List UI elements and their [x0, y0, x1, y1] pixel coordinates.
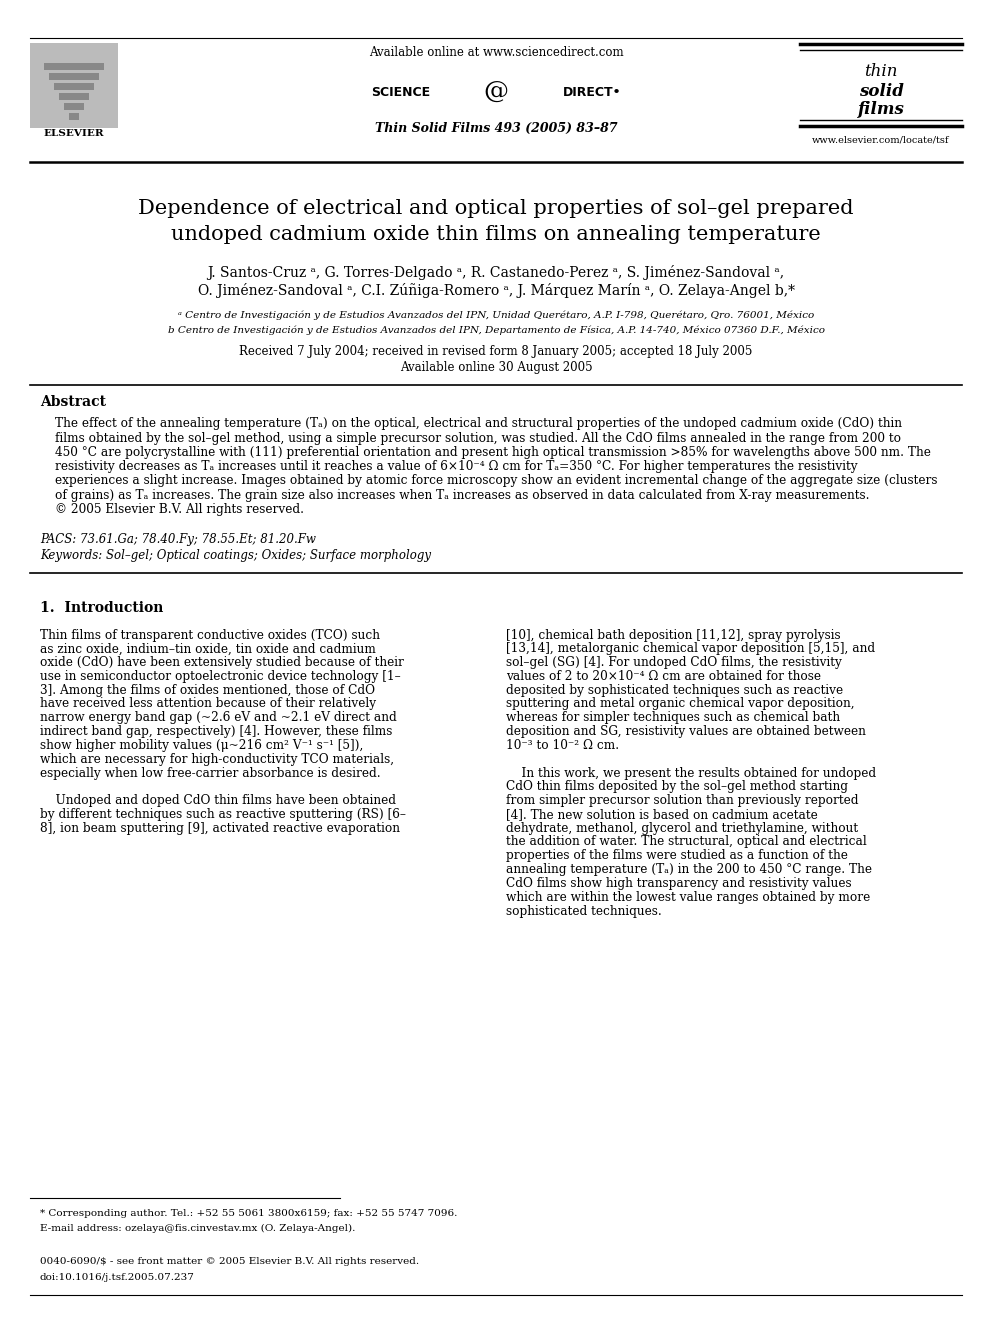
Text: * Corresponding author. Tel.: +52 55 5061 3800x6159; fax: +52 55 5747 7096.: * Corresponding author. Tel.: +52 55 506…: [40, 1208, 457, 1217]
Text: ᵃ Centro de Investigación y de Estudios Avanzados del IPN, Unidad Querétaro, A.P: ᵃ Centro de Investigación y de Estudios …: [178, 311, 814, 320]
Bar: [54, 83, 94, 90]
Text: from simpler precursor solution than previously reported: from simpler precursor solution than pre…: [506, 794, 858, 807]
Text: 0040-6090/$ - see front matter © 2005 Elsevier B.V. All rights reserved.: 0040-6090/$ - see front matter © 2005 El…: [40, 1257, 420, 1266]
Text: SCIENCE: SCIENCE: [371, 86, 430, 98]
Text: experiences a slight increase. Images obtained by atomic force microscopy show a: experiences a slight increase. Images ob…: [55, 475, 937, 487]
Text: [4]. The new solution is based on cadmium acetate: [4]. The new solution is based on cadmiu…: [506, 808, 817, 820]
Text: J. Santos-Cruz ᵃ, G. Torres-Delgado ᵃ, R. Castanedo-Perez ᵃ, S. Jiménez-Sandoval: J. Santos-Cruz ᵃ, G. Torres-Delgado ᵃ, R…: [207, 265, 785, 279]
Text: @: @: [483, 81, 509, 103]
Bar: [64, 103, 84, 110]
Bar: [44, 64, 104, 70]
Text: [13,14], metalorganic chemical vapor deposition [5,15], and: [13,14], metalorganic chemical vapor dep…: [506, 642, 875, 655]
Text: Available online at www.sciencedirect.com: Available online at www.sciencedirect.co…: [369, 45, 623, 58]
Text: Available online 30 August 2005: Available online 30 August 2005: [400, 360, 592, 373]
Text: [10], chemical bath deposition [11,12], spray pyrolysis: [10], chemical bath deposition [11,12], …: [506, 628, 840, 642]
Text: oxide (CdO) have been extensively studied because of their: oxide (CdO) have been extensively studie…: [40, 656, 404, 669]
Text: narrow energy band gap (~2.6 eV and ~2.1 eV direct and: narrow energy band gap (~2.6 eV and ~2.1…: [40, 712, 397, 724]
Text: DIRECT•: DIRECT•: [563, 86, 622, 98]
Text: use in semiconductor optoelectronic device technology [1–: use in semiconductor optoelectronic devi…: [40, 669, 401, 683]
Text: films obtained by the sol–gel method, using a simple precursor solution, was stu: films obtained by the sol–gel method, us…: [55, 431, 901, 445]
Text: sol–gel (SG) [4]. For undoped CdO films, the resistivity: sol–gel (SG) [4]. For undoped CdO films,…: [506, 656, 842, 669]
Text: whereas for simpler techniques such as chemical bath: whereas for simpler techniques such as c…: [506, 712, 840, 724]
Text: sophisticated techniques.: sophisticated techniques.: [506, 905, 662, 917]
Bar: [30, 44, 118, 128]
Text: Dependence of electrical and optical properties of sol–gel prepared: Dependence of electrical and optical pro…: [138, 198, 854, 217]
Text: solid: solid: [858, 82, 904, 99]
Text: which are within the lowest value ranges obtained by more: which are within the lowest value ranges…: [506, 890, 870, 904]
Text: 3]. Among the films of oxides mentioned, those of CdO: 3]. Among the films of oxides mentioned,…: [40, 684, 375, 697]
Text: by different techniques such as reactive sputtering (RS) [6–: by different techniques such as reactive…: [40, 808, 406, 820]
Text: © 2005 Elsevier B.V. All rights reserved.: © 2005 Elsevier B.V. All rights reserved…: [55, 503, 304, 516]
Text: indirect band gap, respectively) [4]. However, these films: indirect band gap, respectively) [4]. Ho…: [40, 725, 393, 738]
Text: 10⁻³ to 10⁻² Ω cm.: 10⁻³ to 10⁻² Ω cm.: [506, 740, 619, 751]
Text: Undoped and doped CdO thin films have been obtained: Undoped and doped CdO thin films have be…: [40, 794, 396, 807]
Text: Thin Solid Films 493 (2005) 83–87: Thin Solid Films 493 (2005) 83–87: [375, 122, 617, 135]
Bar: [49, 73, 99, 79]
Text: especially when low free-carrier absorbance is desired.: especially when low free-carrier absorba…: [40, 766, 381, 779]
Text: Keywords: Sol–gel; Optical coatings; Oxides; Surface morphology: Keywords: Sol–gel; Optical coatings; Oxi…: [40, 549, 431, 561]
Bar: [59, 93, 89, 101]
Text: which are necessary for high-conductivity TCO materials,: which are necessary for high-conductivit…: [40, 753, 394, 766]
Text: www.elsevier.com/locate/tsf: www.elsevier.com/locate/tsf: [812, 135, 949, 144]
Text: E-mail address: ozelaya@fis.cinvestav.mx (O. Zelaya-Angel).: E-mail address: ozelaya@fis.cinvestav.mx…: [40, 1224, 355, 1233]
Text: O. Jiménez-Sandoval ᵃ, C.I. Zúñiga-Romero ᵃ, J. Márquez Marín ᵃ, O. Zelaya-Angel: O. Jiménez-Sandoval ᵃ, C.I. Zúñiga-Romer…: [197, 283, 795, 298]
Text: deposited by sophisticated techniques such as reactive: deposited by sophisticated techniques su…: [506, 684, 843, 697]
Text: PACS: 73.61.Ga; 78.40.Fy; 78.55.Et; 81.20.Fw: PACS: 73.61.Ga; 78.40.Fy; 78.55.Et; 81.2…: [40, 533, 315, 546]
Text: values of 2 to 20×10⁻⁴ Ω cm are obtained for those: values of 2 to 20×10⁻⁴ Ω cm are obtained…: [506, 669, 821, 683]
Text: resistivity decreases as Tₐ increases until it reaches a value of 6×10⁻⁴ Ω cm fo: resistivity decreases as Tₐ increases un…: [55, 460, 858, 474]
Text: dehydrate, methanol, glycerol and triethylamine, without: dehydrate, methanol, glycerol and trieth…: [506, 822, 858, 835]
Text: of grains) as Tₐ increases. The grain size also increases when Tₐ increases as o: of grains) as Tₐ increases. The grain si…: [55, 488, 870, 501]
Text: Received 7 July 2004; received in revised form 8 January 2005; accepted 18 July : Received 7 July 2004; received in revise…: [239, 345, 753, 359]
Text: CdO films show high transparency and resistivity values: CdO films show high transparency and res…: [506, 877, 851, 890]
Text: CdO thin films deposited by the sol–gel method starting: CdO thin films deposited by the sol–gel …: [506, 781, 848, 794]
Text: deposition and SG, resistivity values are obtained between: deposition and SG, resistivity values ar…: [506, 725, 866, 738]
Text: doi:10.1016/j.tsf.2005.07.237: doi:10.1016/j.tsf.2005.07.237: [40, 1273, 194, 1282]
Text: sputtering and metal organic chemical vapor deposition,: sputtering and metal organic chemical va…: [506, 697, 855, 710]
Text: b Centro de Investigación y de Estudios Avanzados del IPN, Departamento de Físic: b Centro de Investigación y de Estudios …: [168, 325, 824, 335]
Text: Abstract: Abstract: [40, 396, 106, 409]
Text: have received less attention because of their relatively: have received less attention because of …: [40, 697, 376, 710]
Text: films: films: [857, 102, 905, 119]
Text: Thin films of transparent conductive oxides (TCO) such: Thin films of transparent conductive oxi…: [40, 628, 380, 642]
Text: The effect of the annealing temperature (Tₐ) on the optical, electrical and stru: The effect of the annealing temperature …: [55, 418, 902, 430]
Text: undoped cadmium oxide thin films on annealing temperature: undoped cadmium oxide thin films on anne…: [172, 225, 820, 245]
Text: 8], ion beam sputtering [9], activated reactive evaporation: 8], ion beam sputtering [9], activated r…: [40, 822, 400, 835]
Text: In this work, we present the results obtained for undoped: In this work, we present the results obt…: [506, 766, 876, 779]
Text: ELSEVIER: ELSEVIER: [44, 128, 104, 138]
Bar: [69, 112, 79, 120]
Text: annealing temperature (Tₐ) in the 200 to 450 °C range. The: annealing temperature (Tₐ) in the 200 to…: [506, 863, 872, 876]
Text: as zinc oxide, indium–tin oxide, tin oxide and cadmium: as zinc oxide, indium–tin oxide, tin oxi…: [40, 642, 376, 655]
Text: show higher mobility values (μ~216 cm² V⁻¹ s⁻¹ [5]),: show higher mobility values (μ~216 cm² V…: [40, 740, 363, 751]
Text: the addition of water. The structural, optical and electrical: the addition of water. The structural, o…: [506, 836, 867, 848]
Text: 1.  Introduction: 1. Introduction: [40, 601, 164, 615]
Text: 450 °C are polycrystalline with (111) preferential orientation and present high : 450 °C are polycrystalline with (111) pr…: [55, 446, 930, 459]
Text: properties of the films were studied as a function of the: properties of the films were studied as …: [506, 849, 848, 863]
Text: thin: thin: [864, 64, 898, 81]
